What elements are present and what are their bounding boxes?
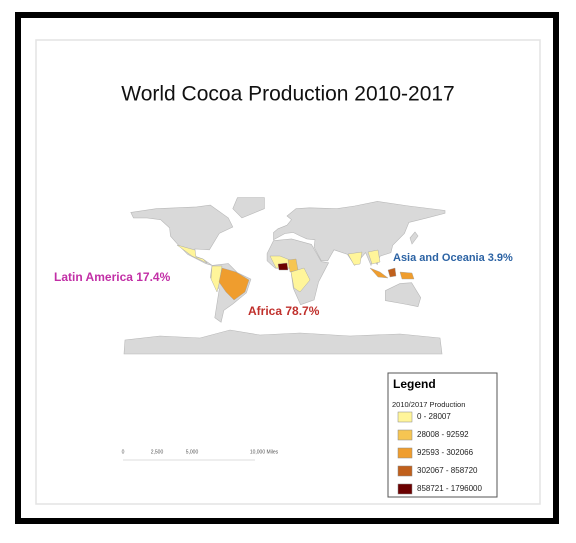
southeast-asia — [367, 249, 381, 265]
andean-countries — [210, 265, 223, 293]
world-map — [123, 197, 446, 355]
papua — [399, 271, 415, 280]
legend-label: 858721 - 1796000 — [417, 484, 483, 493]
legend-label: 28008 - 92592 — [417, 430, 469, 439]
nigeria-cameroon — [287, 258, 299, 273]
scale-label: 0 — [122, 449, 125, 455]
antarctica — [123, 329, 443, 355]
greenland — [232, 197, 265, 219]
scale-label: 2,500 — [151, 449, 164, 455]
cote-divoire-ghana — [277, 262, 289, 271]
scale-bar: 0 2,500 5,000 10,000 Miles — [122, 449, 279, 461]
scale-label: 10,000 Miles — [250, 449, 279, 455]
indonesia-sulawesi — [387, 267, 397, 278]
legend-swatch — [397, 447, 413, 459]
mexico — [176, 244, 208, 264]
scale-label: 5,000 — [186, 449, 199, 455]
australia — [385, 282, 422, 307]
legend-swatch — [397, 429, 413, 441]
map-title: World Cocoa Production 2010-2017 — [121, 83, 455, 106]
legend-swatch — [397, 465, 413, 477]
legend-title: Legend — [393, 377, 436, 391]
central-africa — [290, 267, 311, 293]
south-asia — [347, 251, 363, 266]
brazil — [218, 267, 250, 301]
producer-countries — [176, 244, 415, 301]
legend-swatch — [397, 483, 413, 495]
annotation-africa: Africa 78.7% — [248, 304, 320, 318]
legend-label: 92593 - 302066 — [417, 448, 474, 457]
legend-subtitle: 2010/2017 Production — [392, 400, 465, 409]
legend-label: 302067 - 858720 — [417, 466, 478, 475]
indonesia-west — [369, 267, 389, 279]
legend-label: 0 - 28007 — [417, 412, 451, 421]
legend: Legend 2010/2017 Production 0 - 28007 280… — [387, 372, 498, 498]
annotation-latin-america: Latin America 17.4% — [54, 270, 171, 284]
outer-frame — [15, 12, 559, 524]
legend-swatch — [397, 411, 413, 423]
eurasia — [273, 201, 446, 267]
annotation-asia: Asia and Oceania 3.9% — [393, 252, 513, 264]
japan — [409, 231, 419, 245]
